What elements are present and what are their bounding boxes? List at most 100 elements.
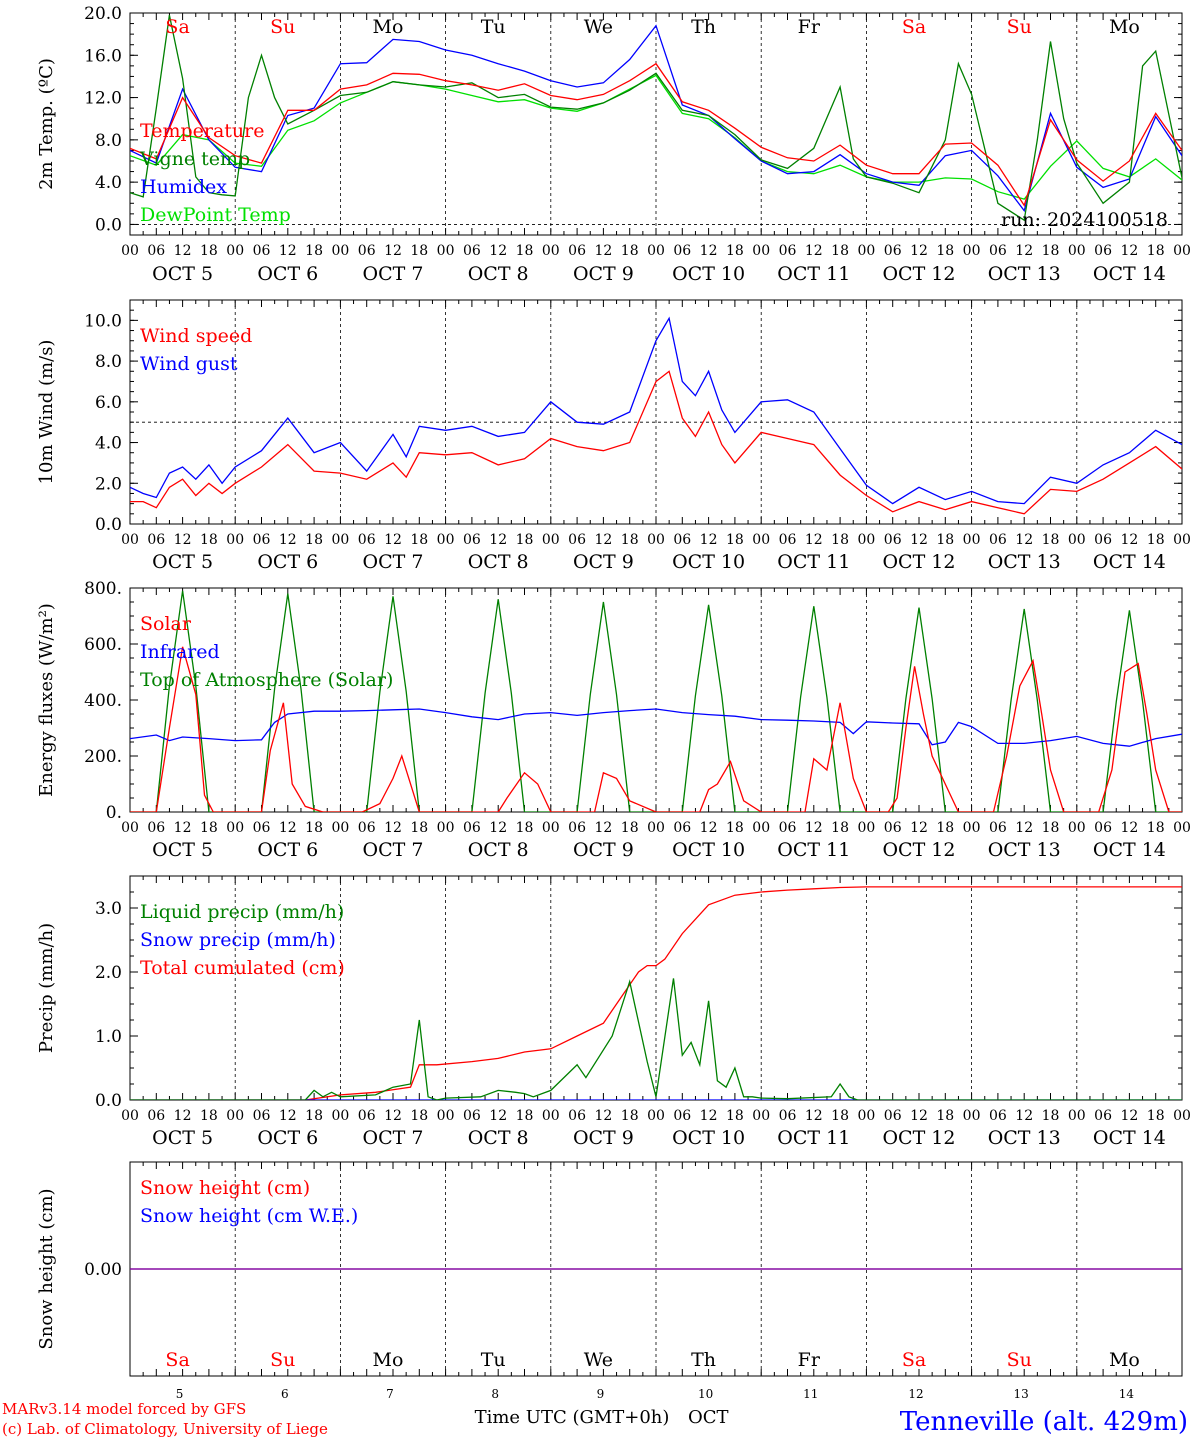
- lab-credit: (c) Lab. of Climatology, University of L…: [2, 1420, 328, 1438]
- date-label: OCT 8: [468, 551, 529, 573]
- date-label: OCT 7: [363, 1127, 424, 1149]
- hour-label: 12: [1015, 243, 1033, 259]
- weekday-label: We: [584, 16, 613, 38]
- legend-humidex: Humidex: [140, 176, 227, 198]
- hour-label: 12: [910, 532, 928, 548]
- hour-label: 12: [174, 243, 192, 259]
- hour-label: 06: [253, 243, 271, 259]
- hour-label: 00: [647, 1108, 665, 1124]
- hour-label: 18: [936, 532, 954, 548]
- hour-label: 00: [752, 243, 770, 259]
- hour-label: 18: [410, 820, 428, 836]
- hour-label: 06: [358, 532, 376, 548]
- hour-label: 12: [279, 243, 297, 259]
- hour-label: 18: [200, 820, 218, 836]
- hour-label: 00: [963, 1108, 981, 1124]
- hour-label: 18: [726, 532, 744, 548]
- day-number: 13: [1014, 1387, 1029, 1401]
- hour-label: 06: [568, 243, 586, 259]
- weekday-label: Fr: [798, 1349, 821, 1371]
- day-number: 8: [491, 1387, 499, 1401]
- hour-label: 06: [989, 243, 1007, 259]
- day-number: 12: [908, 1387, 923, 1401]
- weekday-label: Su: [270, 16, 295, 38]
- model-credit: MARv3.14 model forced by GFS: [2, 1400, 246, 1418]
- hour-label: 06: [779, 532, 797, 548]
- hour-label: 12: [489, 532, 507, 548]
- y-tick-label: 0.00: [84, 1260, 122, 1280]
- hour-label: 12: [594, 532, 612, 548]
- weekday-label: Mo: [1109, 1349, 1140, 1371]
- y-tick-label: 0.0: [95, 515, 122, 535]
- hour-label: 12: [174, 820, 192, 836]
- y-axis-label: Snow height (cm): [36, 1188, 57, 1349]
- hour-label: 06: [147, 1108, 165, 1124]
- y-tick-label: 600.: [84, 635, 122, 655]
- date-label: OCT 11: [777, 1127, 850, 1149]
- hour-label: 18: [831, 820, 849, 836]
- series-wind-gust: [130, 316, 1182, 505]
- day-number: 14: [1119, 1387, 1135, 1401]
- date-label: OCT 11: [777, 551, 850, 573]
- hour-label: 06: [463, 532, 481, 548]
- plot-frame: [129, 299, 1183, 525]
- series-solar: [130, 646, 1182, 812]
- series-wind-speed: [130, 370, 1182, 515]
- hour-label: 12: [1120, 532, 1138, 548]
- weekday-label: Mo: [373, 1349, 404, 1371]
- hour-label: 12: [279, 820, 297, 836]
- y-tick-label: 2.0: [95, 474, 122, 494]
- hour-label: 00: [1068, 1108, 1086, 1124]
- hour-label: 12: [700, 243, 718, 259]
- date-label: OCT 14: [1093, 551, 1166, 573]
- hour-label: 18: [516, 532, 534, 548]
- hour-label: 18: [1147, 243, 1165, 259]
- panel-5: 0.00 Snow height (cm) Snow height (cm) Snow…: [36, 1161, 1183, 1377]
- y-axis-label: Energy fluxes (W/m²): [36, 603, 57, 797]
- hour-label: 12: [489, 1108, 507, 1124]
- hour-label: 00: [542, 532, 560, 548]
- station-label: Tenneville (alt. 429m): [900, 1407, 1188, 1437]
- hour-label: 00: [647, 243, 665, 259]
- date-label: OCT 13: [988, 263, 1061, 285]
- hour-label: 06: [673, 243, 691, 259]
- weekday-label: Tu: [481, 16, 506, 38]
- date-label: OCT 14: [1093, 263, 1166, 285]
- hour-label: 18: [1042, 532, 1060, 548]
- day-number: 11: [803, 1387, 818, 1401]
- hour-label: 00: [331, 820, 349, 836]
- hour-label: 06: [779, 1108, 797, 1124]
- weekday-label: Su: [270, 1349, 295, 1371]
- date-label: OCT 5: [152, 551, 213, 573]
- hour-label: 00: [542, 1108, 560, 1124]
- date-label: OCT 12: [882, 1127, 955, 1149]
- hour-label: 12: [279, 532, 297, 548]
- hour-label: 18: [1147, 820, 1165, 836]
- hour-label: 12: [594, 1108, 612, 1124]
- hour-label: 18: [831, 532, 849, 548]
- date-label: OCT 6: [257, 263, 318, 285]
- hour-label: 18: [936, 820, 954, 836]
- hour-label: 06: [147, 532, 165, 548]
- legend-solar: Solar: [140, 613, 192, 635]
- panel-2: 0.0 2.0 4.0 6.0 8.0 10.0 10m Wind (m/s) Wind sp…: [36, 299, 1191, 573]
- date-label: OCT 9: [573, 263, 634, 285]
- hour-label: 06: [568, 532, 586, 548]
- weekday-label: Mo: [373, 16, 404, 38]
- hour-label: 18: [1042, 1108, 1060, 1124]
- hour-label: 18: [1147, 532, 1165, 548]
- legend-top-of-atmosphere-solar-: Top of Atmosphere (Solar): [140, 669, 393, 691]
- hour-label: 00: [752, 820, 770, 836]
- date-label: OCT 6: [257, 551, 318, 573]
- hour-label: 00: [1173, 820, 1191, 836]
- hour-label: 18: [410, 243, 428, 259]
- hour-label: 00: [857, 1108, 875, 1124]
- hour-label: 18: [410, 532, 428, 548]
- hour-label: 12: [1015, 532, 1033, 548]
- hour-label: 18: [831, 243, 849, 259]
- hour-label: 06: [989, 532, 1007, 548]
- y-tick-label: 3.0: [95, 899, 122, 919]
- hour-label: 18: [1042, 820, 1060, 836]
- legend-snow-height-cm-w-e-: Snow height (cm W.E.): [140, 1205, 358, 1227]
- hour-label: 06: [884, 532, 902, 548]
